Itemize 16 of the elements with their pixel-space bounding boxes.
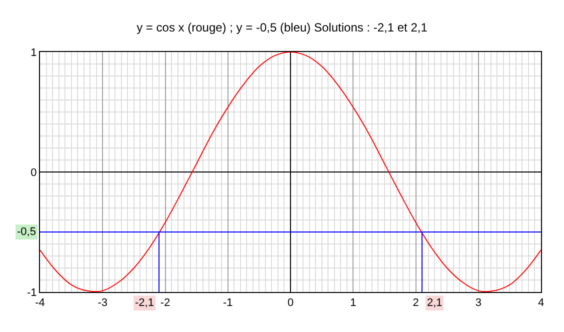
x-tick-label: 1	[350, 297, 356, 310]
y-tick-label: 1	[30, 46, 37, 59]
annotation: -2,1	[135, 297, 154, 309]
x-tick-label: 0	[287, 297, 294, 310]
y-tick-label: 0	[30, 166, 37, 179]
x-tick-label: -4	[35, 297, 45, 310]
y-tick-label: -1	[27, 286, 37, 299]
ref-line-label: -0,5	[17, 226, 36, 238]
x-tick-label: 2	[412, 297, 419, 310]
x-tick-label: -2	[160, 297, 170, 310]
x-tick-label: 3	[475, 297, 482, 310]
chart-title: y = cos x (rouge) ; y = -0,5 (bleu) Solutions : -2,1 et 2,1	[136, 20, 428, 35]
annotation: 2,1	[427, 297, 442, 309]
x-tick-label: 4	[538, 297, 544, 310]
x-tick-label: -1	[222, 297, 233, 310]
x-tick-label: -3	[98, 297, 108, 310]
